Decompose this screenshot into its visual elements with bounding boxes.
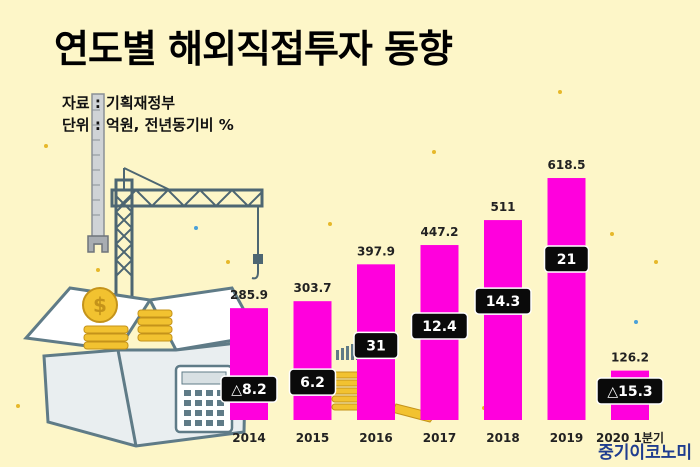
x-tick-label: 2017	[423, 431, 456, 445]
growth-badge	[474, 287, 532, 315]
value-label: 447.2	[421, 225, 459, 239]
growth-label: △8.2	[231, 382, 267, 398]
x-tick-label: 2019	[550, 431, 583, 445]
unit-note: 단위 : 억원, 전년동기비 %	[62, 116, 234, 134]
value-label: 303.7	[294, 281, 332, 295]
growth-label: △15.3	[607, 384, 652, 400]
growth-label: 21	[557, 252, 576, 268]
bar	[547, 178, 586, 420]
x-tick-label: 2014	[232, 431, 265, 445]
bar	[230, 308, 268, 420]
value-label: 618.5	[548, 158, 586, 172]
sparkle-dots	[16, 90, 658, 410]
gauge-icon	[87, 93, 109, 253]
x-tick-label: 2016	[359, 431, 392, 445]
growth-badge	[596, 377, 664, 405]
growth-badge	[353, 331, 399, 360]
x-tick-label: 2015	[296, 431, 329, 445]
value-label: 285.9	[230, 288, 268, 302]
growth-label: 12.4	[422, 319, 457, 335]
value-label: 397.9	[357, 244, 395, 258]
bar	[484, 220, 522, 420]
source-note: 자료 : 기획재정부	[62, 94, 176, 112]
value-label: 126.2	[611, 351, 649, 365]
publisher-logo: 중기이코노미	[598, 443, 692, 463]
x-tick-label: 2018	[486, 431, 519, 445]
growth-badge	[543, 245, 590, 273]
bar-chart: 285.9 △8.2 2014 303.7 6.2 2015 397.9 31 2016 447.…	[220, 158, 664, 445]
growth-badge	[288, 368, 337, 396]
growth-label: 6.2	[300, 375, 325, 391]
x-tick-label: 2020 1분기	[596, 430, 664, 445]
growth-label: 31	[366, 338, 385, 354]
svg-text:$: $	[93, 293, 107, 317]
growth-badge	[220, 375, 278, 403]
value-label: 511	[490, 200, 515, 214]
growth-badge	[410, 312, 469, 340]
growth-label: 14.3	[486, 294, 521, 310]
bar	[293, 301, 332, 420]
page-title: 연도별 해외직접투자 동향	[54, 27, 453, 71]
crane-icon	[110, 167, 264, 302]
